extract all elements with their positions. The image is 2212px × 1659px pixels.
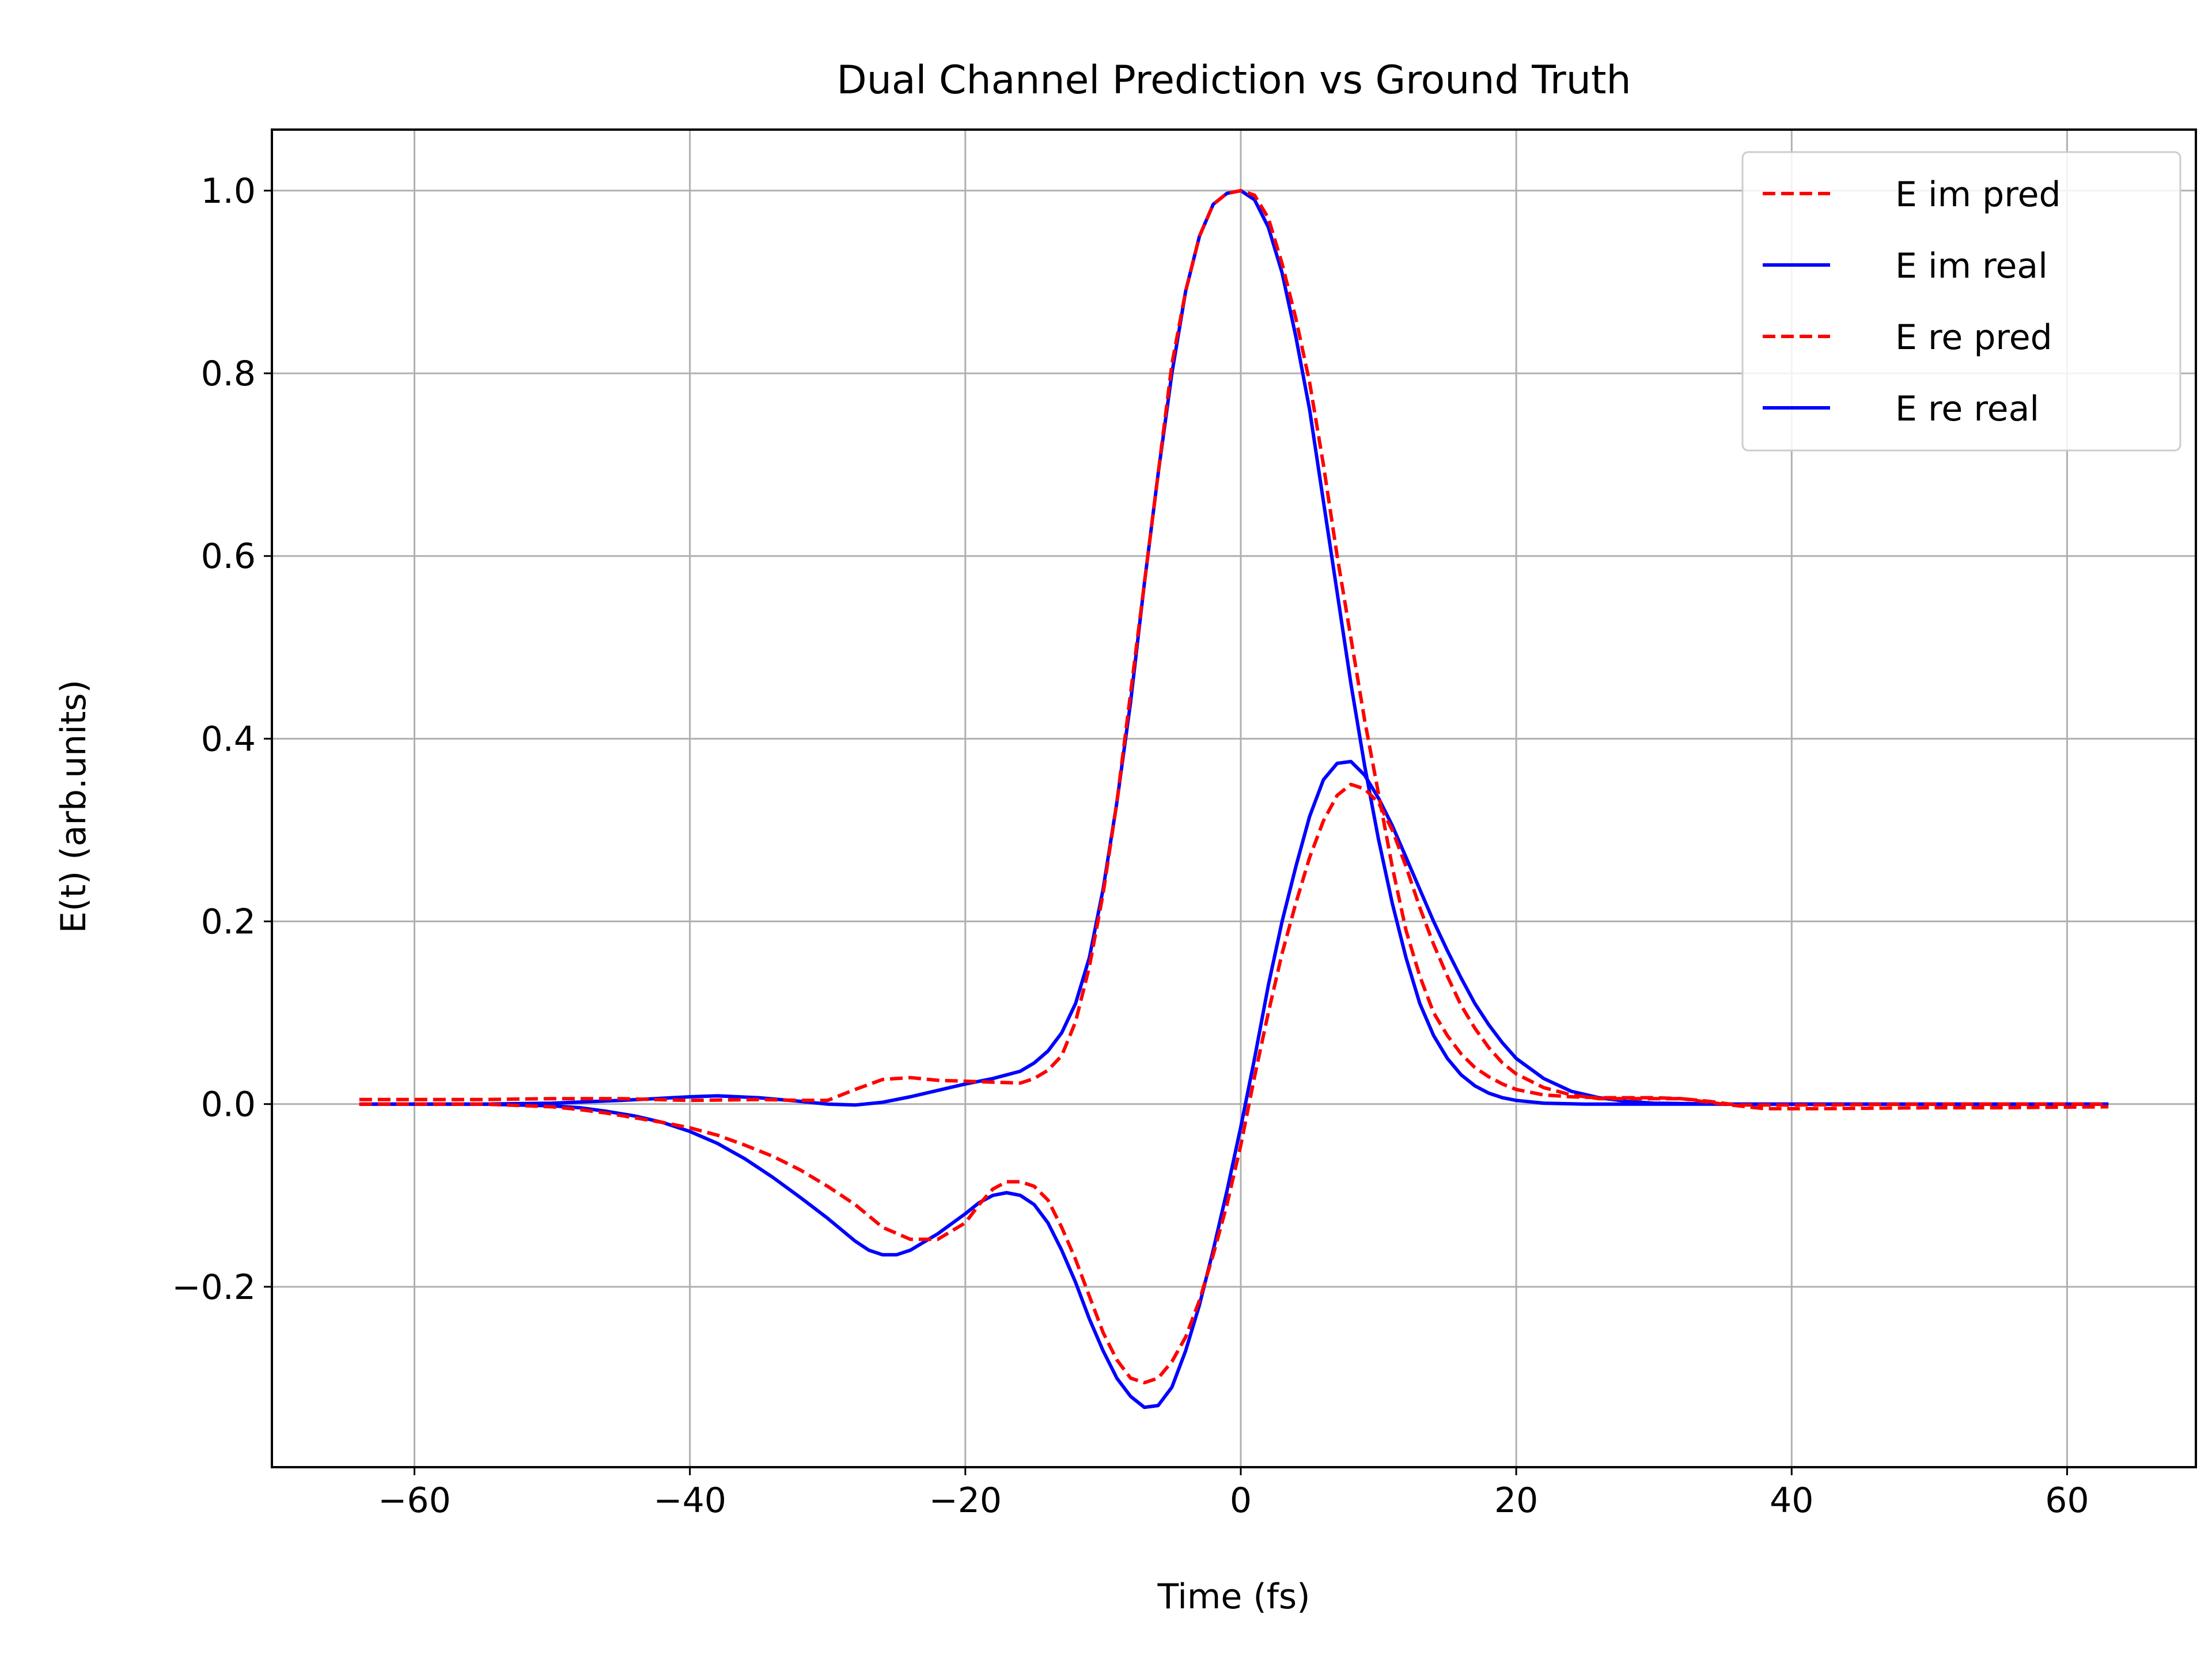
y-tick-label: −0.2 bbox=[172, 1267, 256, 1308]
ticks: −60 −40 −20 0 20 40 60 −0.2 0.0 0.2 0.4 0.6 0.8 1.0 bbox=[172, 171, 2089, 1521]
legend-label: E re real bbox=[1895, 389, 2039, 429]
y-tick-label: 1.0 bbox=[201, 171, 256, 211]
series-line-e-im-pred bbox=[359, 188, 2109, 1111]
series-layer bbox=[359, 188, 2109, 1410]
y-tick-label: 0.6 bbox=[201, 536, 256, 577]
y-tick-label: 0.8 bbox=[201, 354, 256, 394]
legend: E im pred E im real E re pred E re real bbox=[1741, 151, 2181, 452]
legend-box bbox=[1741, 151, 2181, 452]
x-tick-label: 20 bbox=[1494, 1480, 1538, 1521]
x-tick-label: 40 bbox=[1770, 1480, 1813, 1521]
x-tick-label: −60 bbox=[378, 1480, 451, 1521]
plot-frame bbox=[271, 128, 2197, 1468]
y-axis-label: E(t) (arb.units) bbox=[54, 680, 94, 933]
series-line-e-im-real bbox=[359, 188, 2109, 1107]
x-tick-label: −40 bbox=[653, 1480, 726, 1521]
x-tick-label: 0 bbox=[1230, 1480, 1252, 1521]
x-tick-label: 60 bbox=[2045, 1480, 2089, 1521]
x-axis-label: Time (fs) bbox=[1157, 1577, 1310, 1617]
chart-title: Dual Channel Prediction vs Ground Truth bbox=[836, 58, 1631, 103]
series-line-e-re-real bbox=[359, 760, 2109, 1410]
y-tick-label: 0.2 bbox=[201, 902, 256, 942]
series-line-e-re-pred bbox=[359, 782, 2109, 1385]
y-tick-label: 0.0 bbox=[201, 1085, 256, 1125]
legend-label: E im pred bbox=[1895, 175, 2061, 215]
y-tick-label: 0.4 bbox=[201, 719, 256, 759]
x-tick-label: −20 bbox=[929, 1480, 1002, 1521]
legend-label: E re pred bbox=[1895, 317, 2052, 358]
legend-label: E im real bbox=[1895, 246, 2048, 286]
